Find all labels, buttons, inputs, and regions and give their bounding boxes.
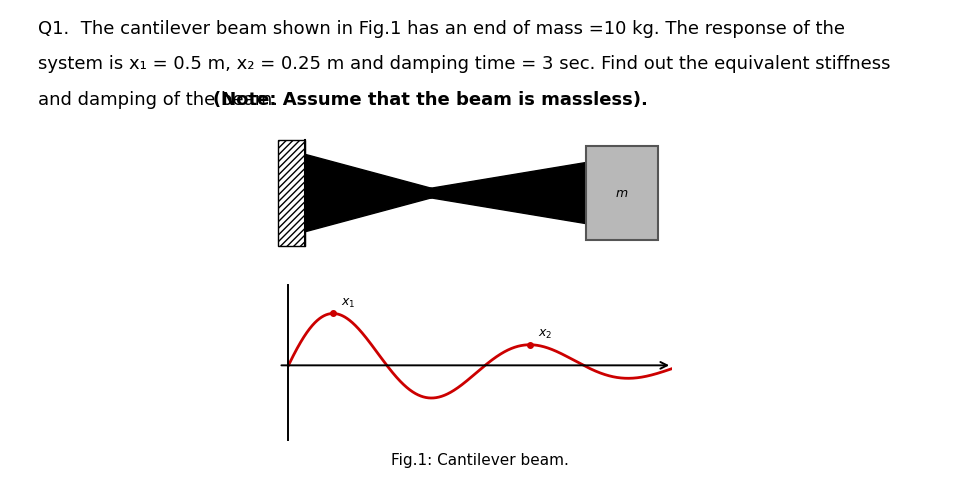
Text: (Note: Assume that the beam is massless).: (Note: Assume that the beam is massless)…	[213, 91, 648, 109]
Polygon shape	[304, 154, 586, 232]
Text: m: m	[615, 187, 628, 199]
Bar	[586, 146, 658, 240]
Text: $x_1$: $x_1$	[341, 297, 355, 309]
Text: system is x₁ = 0.5 m, x₂ = 0.25 m and damping time = 3 sec. Find out the equival: system is x₁ = 0.5 m, x₂ = 0.25 m and da…	[38, 55, 891, 73]
Text: $x_2$: $x_2$	[538, 328, 552, 341]
Text: Q1.  The cantilever beam shown in Fig.1 has an end of mass =10 kg. The response : Q1. The cantilever beam shown in Fig.1 h…	[38, 20, 846, 38]
Bar	[278, 141, 304, 246]
Text: Fig.1: Cantilever beam.: Fig.1: Cantilever beam.	[391, 453, 569, 468]
Text: and damping of the beam.: and damping of the beam.	[38, 91, 284, 109]
